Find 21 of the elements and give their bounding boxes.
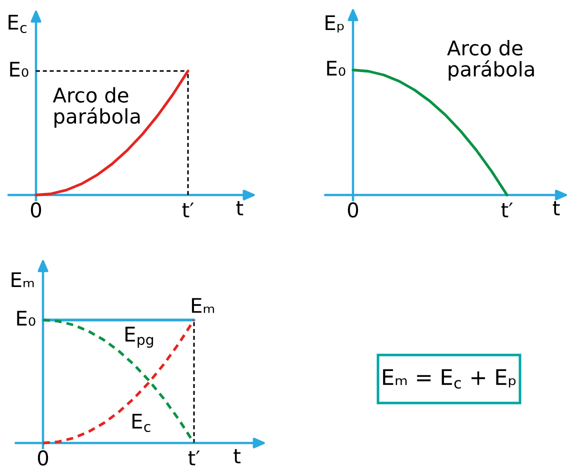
- text: E₀: [10, 62, 28, 77]
- annotation: Arco de parábola: [52, 87, 140, 128]
- x-tick-label: 0: [30, 202, 42, 218]
- annotation: Arco de parábola: [447, 40, 534, 81]
- x-tick-label: t′: [501, 202, 513, 218]
- series-label: Eₘ: [192, 298, 214, 313]
- y-axis-title: Eₚ: [326, 15, 344, 32]
- x-tick-label: t′: [188, 450, 200, 466]
- y-axis-title: E$_{c}$: [8, 14, 26, 34]
- series-label: E$_{pg}$: [125, 326, 154, 348]
- x-axis-title: t: [236, 201, 244, 216]
- x-tick-label: t′: [182, 202, 194, 218]
- x-axis-title: t: [234, 449, 240, 464]
- x-axis-title: t: [552, 201, 560, 216]
- annotation: E₀: [327, 60, 346, 76]
- y-axis-title: Eₘ: [12, 272, 34, 288]
- text: Eₘ = E$_{c}$ + Eₚ: [383, 369, 516, 389]
- x-tick-label: 0: [38, 450, 48, 466]
- text: E₀: [17, 310, 36, 326]
- x-tick-label: 0: [348, 202, 358, 218]
- series-label: E$_{c}$: [132, 414, 150, 432]
